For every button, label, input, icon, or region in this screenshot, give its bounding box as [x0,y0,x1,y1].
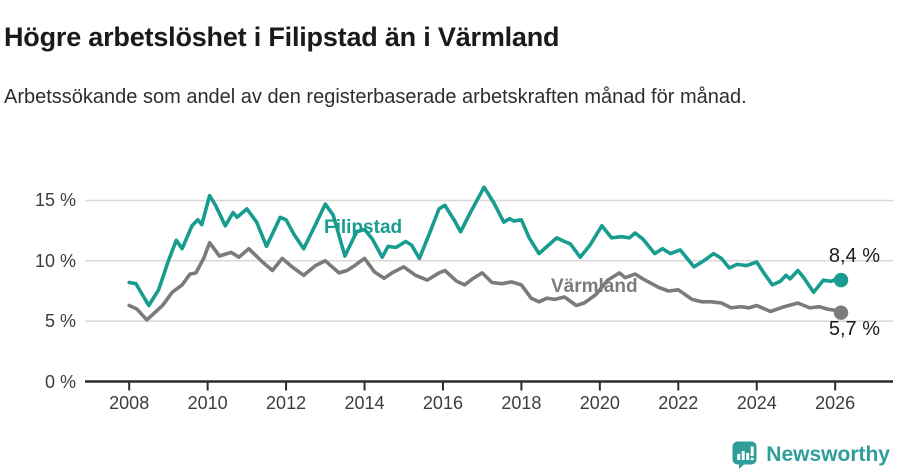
logo-exclamation-dot [750,457,754,461]
newsworthy-logo-icon [732,441,757,469]
y-axis-tick-label: 5 % [44,311,76,332]
endpoint-dot-filipstad [833,272,849,288]
varmland-end-value-label: 5,7 % [828,318,880,340]
logo-bar-3 [746,453,750,460]
chart-title: Högre arbetslöshet i Filipstad än i Värm… [4,22,560,53]
varmland-series-label: Värmland [551,276,638,297]
logo-bar-1 [737,454,741,460]
x-axis-tick-label: 2020 [579,393,620,413]
y-axis-tick-label: 10 % [34,250,76,271]
x-axis-tick-label: 2016 [422,393,463,413]
chart-subtitle: Arbetssökande som andel av den registerb… [4,86,747,108]
newsworthy-wordmark: Newsworthy [766,443,890,466]
x-axis-tick-label: 2022 [658,393,699,413]
logo-exclamation-bar [750,446,754,456]
x-axis-tick-label: 2026 [815,393,856,413]
series-line-varmland [127,240,843,322]
newsworthy-logo: Newsworthy [732,441,890,469]
filipstad-end-value-label: 8,4 % [828,245,880,267]
x-axis-tick-label: 2014 [344,393,385,413]
endpoint-dot-varmland [833,305,849,320]
y-axis-tick-label: 15 % [34,190,76,211]
x-axis-tick-label: 2010 [187,393,228,413]
series-line-filipstad [127,185,843,308]
logo-bar-2 [741,451,745,460]
x-axis-tick-label: 2018 [501,393,542,413]
x-axis-tick-label: 2008 [109,393,150,413]
filipstad-series-label: Filipstad [324,217,403,238]
y-axis-tick-label: 0 % [44,371,76,392]
x-axis-tick-label: 2024 [736,393,777,413]
x-axis-tick-label: 2012 [266,393,307,413]
